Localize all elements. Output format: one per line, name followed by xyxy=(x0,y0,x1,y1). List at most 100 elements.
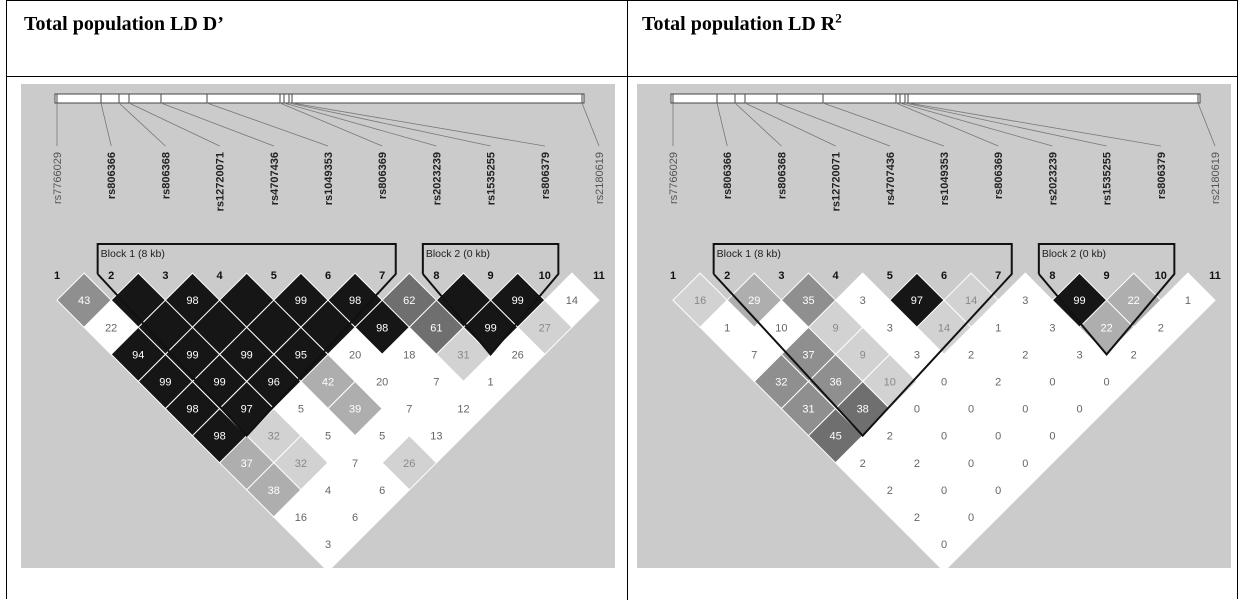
ld-cell-value: 20 xyxy=(349,349,361,361)
ld-cell xyxy=(916,516,972,568)
marker-number: 6 xyxy=(325,270,331,282)
snp-label: rs806369 xyxy=(377,152,389,199)
ld-cell-value: 1 xyxy=(724,322,730,334)
ld-cell-value: 37 xyxy=(802,349,814,361)
ld-svg: rs7766029 rs806366 rs806368 rs12720071 rs470… xyxy=(21,84,615,568)
ld-cell-value: 0 xyxy=(914,404,920,416)
ld-cell-value: 38 xyxy=(857,404,869,416)
snp-connector-line xyxy=(907,102,1161,147)
marker-number: 9 xyxy=(1104,270,1110,282)
marker-number: 4 xyxy=(217,270,224,282)
marker-number: 2 xyxy=(108,270,114,282)
ld-cell-value: 26 xyxy=(403,458,415,470)
ld-cell-value: 98 xyxy=(186,295,198,307)
ld-cell-value: 1 xyxy=(995,322,1001,334)
block-label: Block 2 (0 kb) xyxy=(426,248,490,260)
marker-number: 1 xyxy=(670,270,676,282)
ld-cell-value: 14 xyxy=(965,295,977,307)
ld-cell-value: 7 xyxy=(406,404,412,416)
ld-cell-value: 99 xyxy=(159,376,171,388)
marker-number: 8 xyxy=(433,270,439,282)
ld-cell-value: 31 xyxy=(457,349,469,361)
marker-number: 1 xyxy=(54,270,60,282)
ld-cell-value: 9 xyxy=(860,349,866,361)
ld-cell-value: 0 xyxy=(995,485,1001,497)
ld-cell-value: 16 xyxy=(694,295,706,307)
ld-cell-value: 26 xyxy=(512,349,524,361)
ld-cell-value: 32 xyxy=(295,458,307,470)
header-divider xyxy=(6,76,1238,77)
ld-cell-value: 5 xyxy=(325,431,331,443)
snp-label: rs2023239 xyxy=(1047,152,1059,205)
ld-cell-value: 0 xyxy=(1022,404,1028,416)
ld-cell-value: 20 xyxy=(376,376,388,388)
ld-cell-value: 99 xyxy=(186,349,198,361)
ld-cell-value: 39 xyxy=(349,404,361,416)
snp-label: rs12720071 xyxy=(831,152,843,211)
ld-cell-value: 2 xyxy=(1022,349,1028,361)
ld-cell-value: 0 xyxy=(968,512,974,524)
ld-cell-value: 36 xyxy=(829,376,841,388)
marker-number: 10 xyxy=(539,270,551,282)
ld-cell-value: 0 xyxy=(1049,431,1055,443)
ld-cell-value: 2 xyxy=(1158,322,1164,334)
haplotype-block-outline xyxy=(712,243,1013,438)
ld-cell-value: 2 xyxy=(968,349,974,361)
ld-cell-value: 7 xyxy=(352,458,358,470)
ld-cell-value: 0 xyxy=(941,376,947,388)
ld-cell-value: 0 xyxy=(1022,458,1028,470)
ld-cell-value: 3 xyxy=(887,322,893,334)
snp-connector-line xyxy=(291,102,545,147)
ld-cell-value: 5 xyxy=(379,431,385,443)
block-label: Block 2 (0 kb) xyxy=(1042,248,1106,260)
snp-label: rs806379 xyxy=(540,152,552,199)
marker-number: 9 xyxy=(488,270,494,282)
snp-label: rs806366 xyxy=(722,152,734,199)
marker-number: 5 xyxy=(887,270,893,282)
ld-cell-value: 1 xyxy=(1185,295,1191,307)
ld-cell-value: 2 xyxy=(1131,349,1137,361)
ld-cell-value: 96 xyxy=(268,376,280,388)
ld-cell-value: 3 xyxy=(325,539,331,551)
snp-connector-line xyxy=(776,102,890,147)
haplotype-block-outline xyxy=(421,243,560,356)
snp-label: rs806368 xyxy=(160,152,172,199)
ld-cell-value: 0 xyxy=(968,404,974,416)
snp-connector-line xyxy=(283,102,437,147)
ld-cell-value: 31 xyxy=(802,404,814,416)
ld-cell-value: 32 xyxy=(775,376,787,388)
ld-cell-value: 9 xyxy=(833,322,839,334)
marker-number: 5 xyxy=(271,270,277,282)
marker-number: 4 xyxy=(833,270,840,282)
ld-plot-r2: rs7766029 rs806366 rs806368 rs12720071 rs470… xyxy=(637,84,1231,568)
marker-number: 7 xyxy=(995,270,1001,282)
ld-cell-value: 18 xyxy=(403,349,415,361)
snp-connector-line xyxy=(581,102,600,147)
ld-cell-value: 2 xyxy=(914,512,920,524)
ld-cell-value: 2 xyxy=(914,458,920,470)
snp-connector-line xyxy=(128,102,220,147)
ld-cell-value: 2 xyxy=(887,431,893,443)
ld-cell-value: 4 xyxy=(325,485,331,497)
ld-cell-value: 0 xyxy=(941,539,947,551)
ld-cell-value: 99 xyxy=(213,376,225,388)
marker-number: 6 xyxy=(941,270,947,282)
ld-cell-value: 2 xyxy=(995,376,1001,388)
haplotype-block-outline xyxy=(1037,243,1176,356)
ld-cell-value: 35 xyxy=(802,295,814,307)
snp-connector-line xyxy=(904,102,1107,147)
ld-cell-value: 0 xyxy=(1076,404,1082,416)
ld-cell-value: 7 xyxy=(433,376,439,388)
block-label: Block 1 (8 kb) xyxy=(101,248,165,260)
ld-cell-value: 98 xyxy=(349,295,361,307)
snp-label: rs2023239 xyxy=(431,152,443,205)
ld-cell-value: 3 xyxy=(1076,349,1082,361)
ld-cell-value: 3 xyxy=(914,349,920,361)
ld-cell-value: 42 xyxy=(322,376,334,388)
snp-label: rs1049353 xyxy=(323,152,335,205)
snp-label: rs2180619 xyxy=(1210,152,1222,204)
marker-number: 11 xyxy=(1209,270,1221,282)
snp-connector-line xyxy=(895,102,999,147)
ld-cell-value: 37 xyxy=(241,458,253,470)
ld-cell-value: 0 xyxy=(941,485,947,497)
